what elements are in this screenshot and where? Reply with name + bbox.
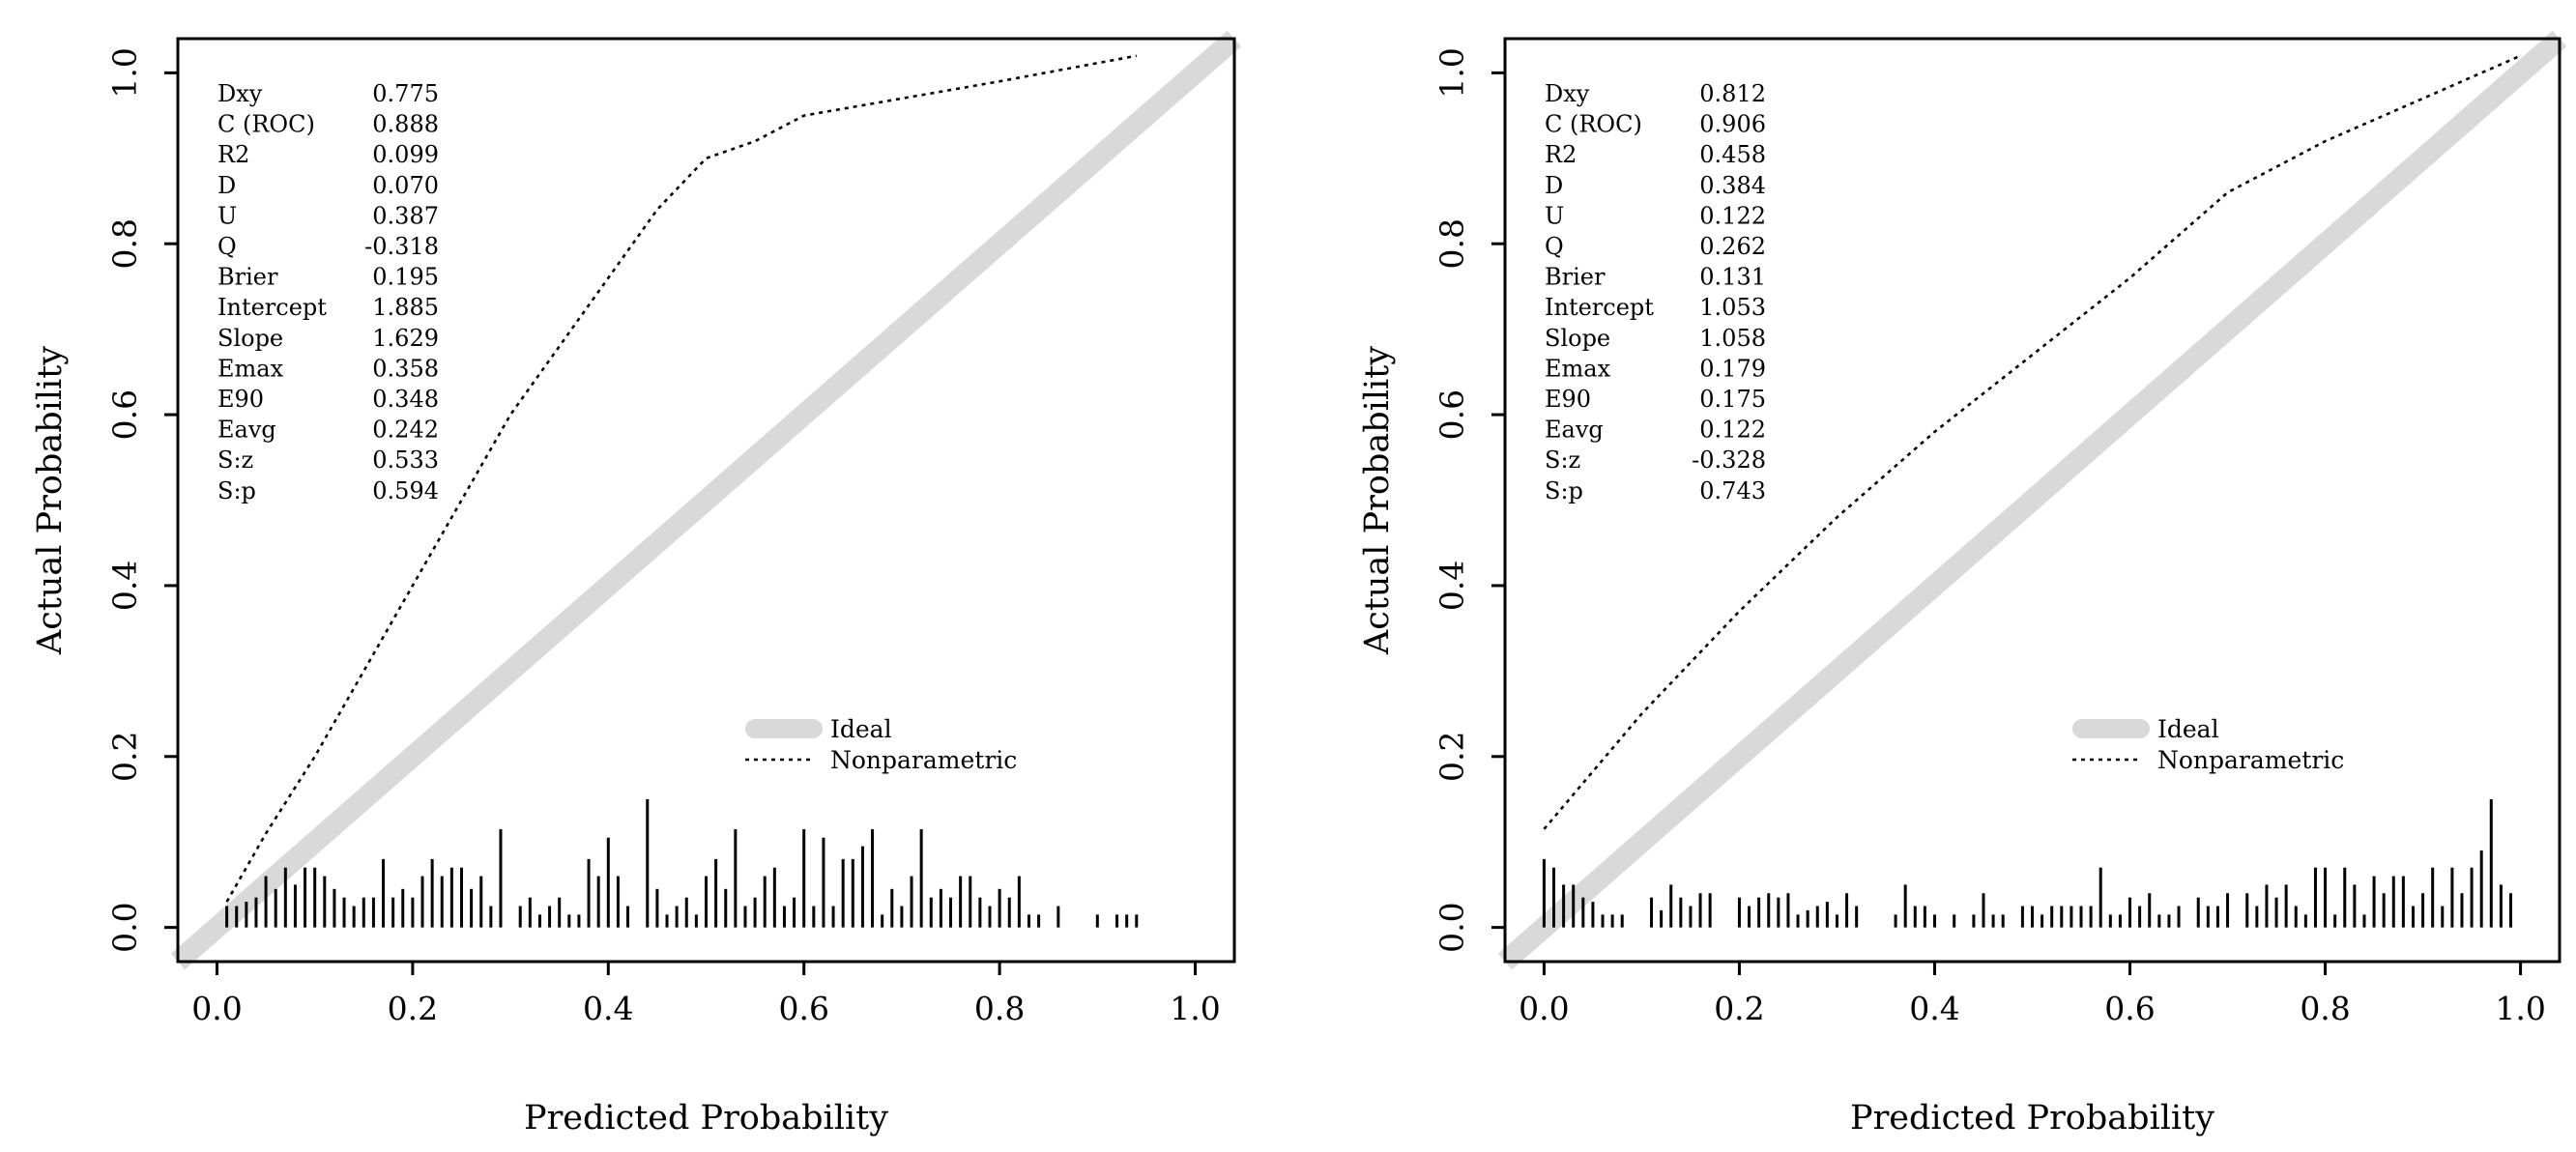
stat-label: S:z [217, 446, 253, 474]
stat-value: 0.242 [372, 417, 439, 444]
legend-nonparametric-label: Nonparametric [2157, 746, 2344, 774]
y-tick-label: 0.4 [106, 561, 144, 611]
y-tick-label: 0.0 [1433, 902, 1471, 952]
stat-label: R2 [1545, 141, 1577, 168]
stat-value: 0.458 [1699, 141, 1766, 168]
stat-label: Emax [217, 355, 284, 382]
stat-value: 0.195 [372, 264, 439, 291]
stat-value: 0.348 [372, 386, 439, 413]
stat-label: S:p [1545, 477, 1583, 504]
stat-value: 0.906 [1699, 111, 1766, 138]
stat-label: C (ROC) [217, 111, 315, 138]
stat-label: Q [217, 233, 237, 260]
x-tick-label: 0.8 [974, 990, 1025, 1027]
legend-nonparametric-label: Nonparametric [830, 746, 1017, 774]
stat-value: 0.775 [372, 80, 439, 107]
x-tick-label: 0.2 [1714, 990, 1764, 1027]
stat-label: E90 [217, 386, 264, 413]
stat-value: 1.058 [1699, 325, 1766, 352]
x-tick-label: 0.6 [778, 990, 828, 1027]
stat-value: 0.533 [372, 446, 439, 474]
y-axis-title: Actual Probability [31, 346, 70, 655]
stat-label: Slope [1545, 325, 1610, 352]
stat-value: 1.629 [372, 325, 439, 352]
y-tick-label: 0.0 [106, 902, 144, 952]
y-tick-label: 0.4 [1433, 561, 1471, 611]
stat-value: 0.122 [1699, 417, 1766, 444]
stat-label: S:z [1545, 446, 1580, 474]
x-axis-title: Predicted Probability [524, 1099, 888, 1138]
stat-label: Eavg [217, 417, 276, 444]
x-tick-label: 0.4 [583, 990, 633, 1027]
stat-value: 0.099 [372, 141, 439, 168]
stat-label: Intercept [1545, 294, 1654, 321]
y-tick-label: 0.8 [1433, 218, 1471, 269]
nonparametric-line [1543, 54, 2522, 830]
stat-label: D [217, 172, 236, 199]
stat-label: Dxy [217, 80, 263, 107]
stat-value: 0.812 [1699, 80, 1766, 107]
stat-label: U [1545, 202, 1564, 229]
stat-label: Intercept [217, 294, 327, 321]
legend-ideal-label: Ideal [2157, 715, 2219, 743]
y-tick-label: 0.2 [1433, 732, 1471, 782]
x-tick-label: 1.0 [1170, 990, 1220, 1027]
x-tick-label: 0.0 [191, 990, 242, 1027]
stat-label: R2 [217, 141, 249, 168]
x-tick-label: 1.0 [2495, 990, 2545, 1027]
legend-ideal-label: Ideal [830, 715, 892, 743]
stat-label: D [1545, 172, 1563, 199]
stat-label: C (ROC) [1545, 111, 1642, 138]
stat-value: -0.318 [364, 233, 439, 260]
stat-value: 0.888 [372, 111, 439, 138]
stat-value: 0.384 [1699, 172, 1766, 199]
calibration-panel-right: 0.0 0.2 0.4 0.6 0.8 1.0 Predicted Probability 0… [1358, 30, 2567, 1138]
stat-value: 0.131 [1699, 264, 1766, 291]
y-tick-label: 0.6 [106, 389, 144, 440]
stat-label: Brier [1545, 264, 1606, 291]
x-tick-label: 0.6 [2104, 990, 2155, 1027]
ideal-line [170, 30, 1242, 970]
stat-value: 0.743 [1699, 477, 1766, 504]
stat-label: Q [1545, 233, 1564, 260]
x-tick-label: 0.8 [2300, 990, 2350, 1027]
x-axis-title: Predicted Probability [1850, 1099, 2214, 1138]
stat-value: -0.328 [1692, 446, 1766, 474]
stat-label: Brier [217, 264, 278, 291]
stat-value: 0.175 [1699, 386, 1766, 413]
nonparametric-line [225, 54, 1138, 903]
x-tick-label: 0.2 [388, 990, 438, 1027]
y-tick-label: 0.8 [106, 218, 144, 269]
stat-label: E90 [1545, 386, 1591, 413]
y-tick-label: 1.0 [1433, 47, 1471, 98]
stat-value: 0.594 [372, 477, 439, 504]
stat-value: 0.122 [1699, 202, 1766, 229]
ideal-line [1497, 30, 2567, 970]
y-tick-label: 0.6 [1433, 389, 1471, 440]
calibration-panel-left: 0.0 0.2 0.4 0.6 0.8 1.0 Predicted Probability 0… [31, 30, 1242, 1138]
stat-value: 1.053 [1699, 294, 1766, 321]
x-tick-label: 0.0 [1519, 990, 1569, 1027]
x-tick-label: 0.4 [1909, 990, 1959, 1027]
stat-label: Emax [1545, 355, 1611, 382]
stat-label: Slope [217, 325, 283, 352]
stat-label: S:p [217, 477, 256, 504]
stat-label: Dxy [1545, 80, 1590, 107]
stat-value: 0.358 [372, 355, 439, 382]
y-axis-title: Actual Probability [1358, 346, 1397, 655]
stat-value: 0.262 [1699, 233, 1766, 260]
stat-value: 0.070 [372, 172, 439, 199]
y-tick-label: 0.2 [106, 732, 144, 782]
stat-label: U [217, 202, 237, 229]
y-tick-label: 1.0 [106, 47, 144, 98]
stat-value: 1.885 [372, 294, 439, 321]
stat-value: 0.179 [1699, 355, 1766, 382]
stat-value: 0.387 [372, 202, 439, 229]
stat-label: Eavg [1545, 417, 1604, 444]
